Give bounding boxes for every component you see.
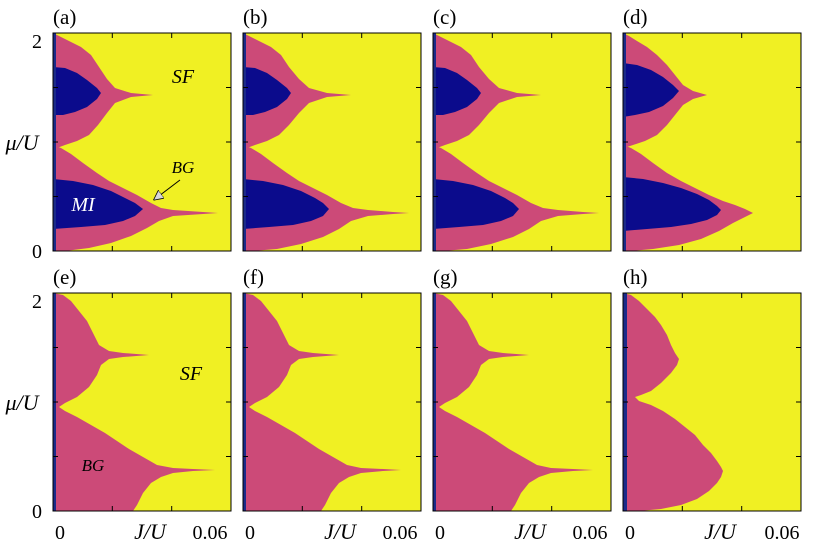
bg-region [433,293,593,511]
bg-region-upper [243,33,351,149]
x-tick-label-006: 0.06 [193,522,228,544]
panel-c: (c) [432,5,612,252]
region-label-bg: BG [82,456,105,475]
panel-label-b: (b) [243,5,268,29]
x-axis-label: J/U [514,519,548,544]
y-tick-label-2: 2 [32,31,42,53]
panel-h: (h) [622,265,802,512]
x-ticks [111,33,173,251]
bg-region [623,293,723,511]
panel-label-d: (d) [623,5,648,29]
x-tick-label-006: 0.06 [573,522,608,544]
y-axis-bottom-row: 2 0 μ/U [4,291,42,523]
mi-lobe-upper [53,67,101,115]
region-label-sf: SF [180,363,203,385]
x-axis-labels: 0 J/U 0.06 0 J/U 0.06 0 J/U 0.06 0 J/U 0… [55,519,800,544]
bg-region-upper [433,33,541,149]
panel-label-f: (f) [243,265,264,289]
x-tick-label-0: 0 [245,522,255,544]
bg-pointer-arrow [155,179,181,199]
mi-lobe-upper [243,67,291,115]
x-tick-label-0: 0 [435,522,445,544]
mi-lobe-lower [53,179,143,229]
mi-lobe-lower [623,177,721,231]
panel-label-e: (e) [53,265,76,289]
panel-d: (d) [622,5,802,252]
x-tick-label-0: 0 [625,522,635,544]
x-tick-label-0: 0 [55,522,65,544]
panel-label-a: (a) [53,5,76,29]
y-tick-label-2: 2 [32,291,42,313]
y-tick-label-0: 0 [32,501,42,523]
y-ticks [53,87,231,197]
panel-label-c: (c) [433,5,456,29]
mi-lobe-lower [433,179,519,229]
mi-lobe-lower [243,179,329,229]
panel-e: SF BG (e) [52,265,232,512]
x-axis-label: J/U [704,519,738,544]
mi-lobe-upper [623,63,679,117]
panel-a: SF MI BG (a) [52,5,232,252]
y-tick-label-0: 0 [32,241,42,263]
panel-label-g: (g) [433,265,458,289]
mi-lobe-upper [433,67,481,115]
x-axis-label: J/U [134,519,168,544]
y-axis-label: μ/U [4,390,40,415]
panel-f: (f) [242,265,422,512]
bg-region [53,293,215,511]
panel-label-h: (h) [623,265,648,289]
bg-region-upper [53,33,153,149]
panel-g: (g) [432,265,612,512]
plot-area [53,33,231,251]
x-tick-label-006: 0.06 [383,522,418,544]
region-label-bg: BG [172,158,195,177]
y-axis-top-row: 2 0 μ/U [4,31,42,263]
x-axis-label: J/U [324,519,358,544]
region-label-mi: MI [70,194,96,216]
panel-b: (b) [242,5,422,252]
y-axis-label: μ/U [4,130,40,155]
bg-region [243,293,401,511]
region-label-sf: SF [172,66,195,88]
x-tick-label-006: 0.06 [765,522,800,544]
